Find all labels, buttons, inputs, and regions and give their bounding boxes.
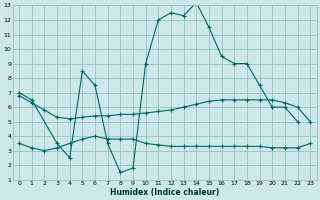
X-axis label: Humidex (Indice chaleur): Humidex (Indice chaleur) [110,188,219,197]
